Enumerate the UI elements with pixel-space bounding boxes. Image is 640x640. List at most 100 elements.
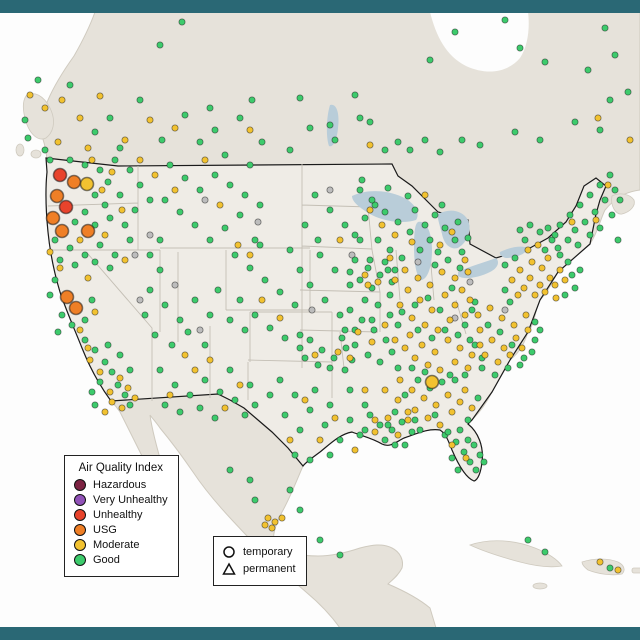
monitor-dot-good[interactable]: [406, 228, 414, 236]
monitor-dot-good[interactable]: [184, 328, 192, 336]
monitor-dot-moderate[interactable]: [464, 364, 472, 372]
monitor-dot-moderate[interactable]: [561, 276, 569, 284]
monitor-dot-good[interactable]: [388, 426, 396, 434]
monitor-dot-moderate[interactable]: [506, 351, 514, 359]
monitor-dot-moderate[interactable]: [98, 186, 106, 194]
monitor-dot-good[interactable]: [71, 261, 79, 269]
monitor-dot-good[interactable]: [296, 506, 304, 514]
monitor-dot-good[interactable]: [68, 321, 76, 329]
monitor-dot-good[interactable]: [511, 128, 519, 136]
monitor-dot-moderate[interactable]: [461, 256, 469, 264]
monitor-dot-good[interactable]: [374, 236, 382, 244]
monitor-dot-moderate[interactable]: [101, 231, 109, 239]
monitor-dot-good[interactable]: [376, 271, 384, 279]
monitor-dot-moderate[interactable]: [361, 271, 369, 279]
monitor-dot-usg[interactable]: [68, 300, 84, 316]
monitor-dot-moderate[interactable]: [311, 351, 319, 359]
monitor-dot-good[interactable]: [576, 266, 584, 274]
monitor-dot-moderate[interactable]: [451, 358, 459, 366]
monitor-dot-moderate[interactable]: [424, 414, 432, 422]
monitor-dot-inactive[interactable]: [326, 186, 334, 194]
monitor-dot-moderate[interactable]: [246, 126, 254, 134]
monitor-dot-good[interactable]: [306, 124, 314, 132]
monitor-dot-good[interactable]: [361, 296, 369, 304]
monitor-dot-good[interactable]: [286, 146, 294, 154]
monitor-dot-good[interactable]: [531, 318, 539, 326]
monitor-dot-good[interactable]: [66, 156, 74, 164]
monitor-dot-moderate[interactable]: [84, 144, 92, 152]
monitor-dot-moderate[interactable]: [88, 156, 96, 164]
monitor-dot-good[interactable]: [88, 388, 96, 396]
monitor-dot-good[interactable]: [296, 426, 304, 434]
monitor-dot-good[interactable]: [456, 264, 464, 272]
monitor-dot-good[interactable]: [438, 201, 446, 209]
monitor-dot-good[interactable]: [480, 458, 488, 466]
monitor-dot-good[interactable]: [616, 196, 624, 204]
monitor-dot-moderate[interactable]: [391, 276, 399, 284]
monitor-dot-good[interactable]: [458, 136, 466, 144]
monitor-dot-moderate[interactable]: [462, 454, 470, 462]
monitor-dot-moderate[interactable]: [56, 264, 64, 272]
monitor-dot-good[interactable]: [291, 391, 299, 399]
monitor-dot-inactive[interactable]: [146, 231, 154, 239]
monitor-dot-moderate[interactable]: [271, 518, 279, 526]
monitor-dot-moderate[interactable]: [394, 396, 402, 404]
monitor-dot-good[interactable]: [191, 221, 199, 229]
monitor-dot-good[interactable]: [126, 366, 134, 374]
monitor-dot-moderate[interactable]: [408, 314, 416, 322]
monitor-dot-good[interactable]: [346, 386, 354, 394]
monitor-dot-good[interactable]: [421, 221, 429, 229]
monitor-dot-good[interactable]: [21, 116, 29, 124]
monitor-dot-good[interactable]: [370, 326, 378, 334]
monitor-dot-good[interactable]: [166, 161, 174, 169]
monitor-dot-good[interactable]: [251, 401, 259, 409]
monitor-dot-good[interactable]: [246, 381, 254, 389]
monitor-dot-good[interactable]: [571, 226, 579, 234]
monitor-dot-good[interactable]: [584, 66, 592, 74]
monitor-dot-good[interactable]: [541, 58, 549, 66]
monitor-dot-good[interactable]: [571, 284, 579, 292]
monitor-dot-good[interactable]: [181, 174, 189, 182]
monitor-dot-good[interactable]: [381, 208, 389, 216]
monitor-dot-good[interactable]: [356, 186, 364, 194]
monitor-dot-moderate[interactable]: [488, 336, 496, 344]
monitor-dot-moderate[interactable]: [278, 514, 286, 522]
monitor-dot-good[interactable]: [108, 368, 116, 376]
monitor-dot-good[interactable]: [126, 236, 134, 244]
monitor-dot-moderate[interactable]: [91, 308, 99, 316]
monitor-dot-moderate[interactable]: [411, 354, 419, 362]
monitor-dot-good[interactable]: [464, 436, 472, 444]
monitor-dot-moderate[interactable]: [391, 336, 399, 344]
monitor-dot-good[interactable]: [601, 24, 609, 32]
monitor-dot-usg[interactable]: [45, 210, 61, 226]
monitor-dot-moderate[interactable]: [446, 316, 454, 324]
monitor-dot-moderate[interactable]: [444, 336, 452, 344]
monitor-dot-good[interactable]: [528, 348, 536, 356]
monitor-dot-good[interactable]: [544, 224, 552, 232]
monitor-dot-good[interactable]: [391, 266, 399, 274]
monitor-dot-moderate[interactable]: [486, 304, 494, 312]
monitor-dot-good[interactable]: [456, 426, 464, 434]
monitor-dot-good[interactable]: [536, 136, 544, 144]
monitor-dot-good[interactable]: [261, 276, 269, 284]
monitor-dot-moderate[interactable]: [181, 351, 189, 359]
monitor-dot-good[interactable]: [406, 146, 414, 154]
monitor-dot-good[interactable]: [246, 264, 254, 272]
monitor-dot-moderate[interactable]: [594, 114, 602, 122]
monitor-dot-good[interactable]: [211, 414, 219, 422]
monitor-dot-moderate[interactable]: [448, 441, 456, 449]
monitor-dot-good[interactable]: [56, 256, 64, 264]
monitor-dot-moderate[interactable]: [524, 246, 532, 254]
monitor-dot-moderate[interactable]: [371, 416, 379, 424]
monitor-dot-good[interactable]: [211, 171, 219, 179]
monitor-dot-good[interactable]: [461, 321, 469, 329]
monitor-dot-moderate[interactable]: [268, 524, 276, 532]
monitor-dot-good[interactable]: [91, 258, 99, 266]
monitor-dot-good[interactable]: [241, 191, 249, 199]
monitor-dot-moderate[interactable]: [384, 414, 392, 422]
monitor-dot-good[interactable]: [431, 261, 439, 269]
monitor-dot-moderate[interactable]: [381, 321, 389, 329]
monitor-dot-good[interactable]: [356, 236, 364, 244]
monitor-dot-good[interactable]: [286, 486, 294, 494]
monitor-dot-good[interactable]: [561, 291, 569, 299]
